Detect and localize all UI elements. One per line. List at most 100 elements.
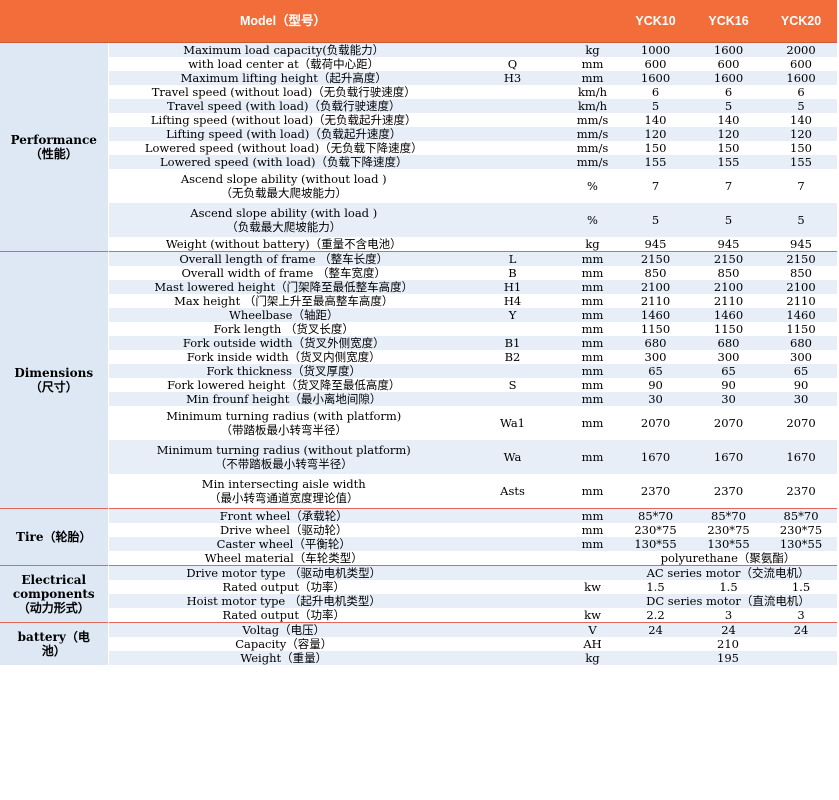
spec-unit: kg [566,237,620,252]
spec-value: 300 [765,350,838,364]
description-line: Overall length of frame （整车长度） [179,252,389,266]
spec-description: Overall width of frame （整车宽度） [108,266,459,280]
category-label-line: components [12,587,95,601]
spec-description: Max height （门架上升至最高整车高度） [108,294,459,308]
spec-value: 230*75 [619,523,693,537]
spec-value: 2070 [692,406,766,440]
description-line: Lifting speed (with load)（负载起升速度） [166,127,402,141]
spec-description: Lowered speed (with load)（负载下降速度） [108,155,459,169]
spec-value: 155 [619,155,693,169]
spec-symbol: B [459,266,567,280]
spec-symbol [459,203,567,237]
spec-description: Minimum turning radius (with platform) （带… [108,406,459,440]
description-line: Travel speed (with load)（负载行驶速度） [166,99,401,113]
spec-value: 5 [619,99,693,113]
description-line: Voltag（电压） [242,623,326,637]
spec-value: 1670 [619,440,693,474]
spec-row: Lifting speed (without load)（无负载起升速度） mm/… [0,113,838,127]
description-line: （最小转弯通道宽度理论值） [209,491,359,505]
spec-unit: kw [566,580,620,594]
spec-value: 2110 [765,294,838,308]
spec-unit: mm/s [566,141,620,155]
spec-value: 30 [765,392,838,406]
description-line: Weight (without battery)（重量不含电池） [165,237,402,251]
category-label-line: （性能） [29,147,78,161]
spec-value: 30 [692,392,766,406]
spec-unit: mm [566,266,620,280]
spec-value: 2100 [765,280,838,294]
spec-row: Rated output（功率） kw 1.5 1.5 1.5 [0,580,838,594]
spec-value: 600 [619,57,693,71]
spec-description: Hoist motor type （起升电机类型） [108,594,459,608]
spec-unit: mm [566,364,620,378]
category-label-line: Tire（轮胎） [16,530,92,544]
spec-value: 5 [765,99,838,113]
spec-value: 230*75 [692,523,766,537]
description-line: Min intersecting aisle width [201,477,366,491]
spec-row: battery（电 池） Voltag（电压） V 24 24 24 [0,622,838,665]
spec-symbol [459,637,567,651]
spec-description: Overall length of frame （整车长度） [108,251,459,266]
spec-row: Maximum lifting height（起升高度） H3 mm 1600 1600… [0,71,838,85]
spec-value: 2370 [765,474,838,509]
spec-value: 150 [619,141,693,155]
spec-value: 1600 [619,71,693,85]
description-line: （无负载最大爬坡能力） [220,186,348,200]
description-line: （不带踏板最小转弯半径） [214,457,353,471]
spec-value: 850 [619,266,693,280]
spec-value: 90 [692,378,766,392]
description-line: Weight（重量） [240,651,328,665]
spec-row: Fork length （货叉长度） mm 1150 1150 1150 [0,322,838,336]
spec-value: 2.2 [619,608,693,623]
spec-value: 680 [765,336,838,350]
spec-row: Minimum turning radius (with platform) （带… [0,406,838,440]
spec-unit: mm [566,251,620,266]
spec-symbol: B1 [459,336,567,350]
spec-value: 945 [765,237,838,252]
header-row: Model（型号） YCK10 YCK16 YCK20 [0,0,838,43]
description-line: Drive wheel（驱动轮） [220,523,348,537]
spec-value: 680 [619,336,693,350]
spec-unit: V [566,622,620,637]
spec-row: Mast lowered height（门架降至最低整车高度） H1 mm 2100 2… [0,280,838,294]
spec-description: Lifting speed (without load)（无负载起升速度） [108,113,459,127]
spec-value: 850 [765,266,838,280]
description-line: Wheelbase（轴距） [229,308,339,322]
description-line: Hoist motor type （起升电机类型） [186,594,381,608]
spec-unit: mm [566,406,620,440]
spec-symbol [459,551,567,566]
description-line: Mast lowered height（门架降至最低整车高度） [154,280,414,294]
description-line: Lifting speed (without load)（无负载起升速度） [150,113,417,127]
spec-value: 945 [692,237,766,252]
spec-symbol: L [459,251,567,266]
spec-row: Max height （门架上升至最高整车高度） H4 mm 2110 2110 2110 [0,294,838,308]
spec-value: 600 [692,57,766,71]
spec-value: 2150 [765,251,838,266]
header-spacer [566,0,620,43]
spec-unit: mm [566,474,620,509]
spec-symbol [459,85,567,99]
spec-value: 2370 [692,474,766,509]
spec-description: with load center at（载荷中心距） [108,57,459,71]
spec-value: 300 [692,350,766,364]
spec-row: Travel speed (with load)（负载行驶速度） km/h 5 5 5 [0,99,838,113]
spec-value: 130*55 [765,537,838,551]
spec-unit: mm/s [566,113,620,127]
spec-unit: km/h [566,85,620,99]
description-line: Fork lowered height（货叉降至最低高度） [167,378,401,392]
spec-value: 1460 [692,308,766,322]
spec-value: 30 [619,392,693,406]
spec-row: Weight（重量） kg 195 [0,651,838,665]
description-line: Rated output（功率） [222,608,346,622]
spec-value: 2370 [619,474,693,509]
spec-value: 7 [619,169,693,203]
category-label-line: Performance [10,133,97,147]
section-category: Electrical components （动力形式） [0,565,109,623]
spec-value: 3 [692,608,766,623]
spec-row: Fork outside width（货叉外侧宽度） B1 mm 680 680 680 [0,336,838,350]
spec-symbol [459,565,567,580]
spec-row: Minimum turning radius (without platform… [0,440,838,474]
spec-value: 1150 [765,322,838,336]
